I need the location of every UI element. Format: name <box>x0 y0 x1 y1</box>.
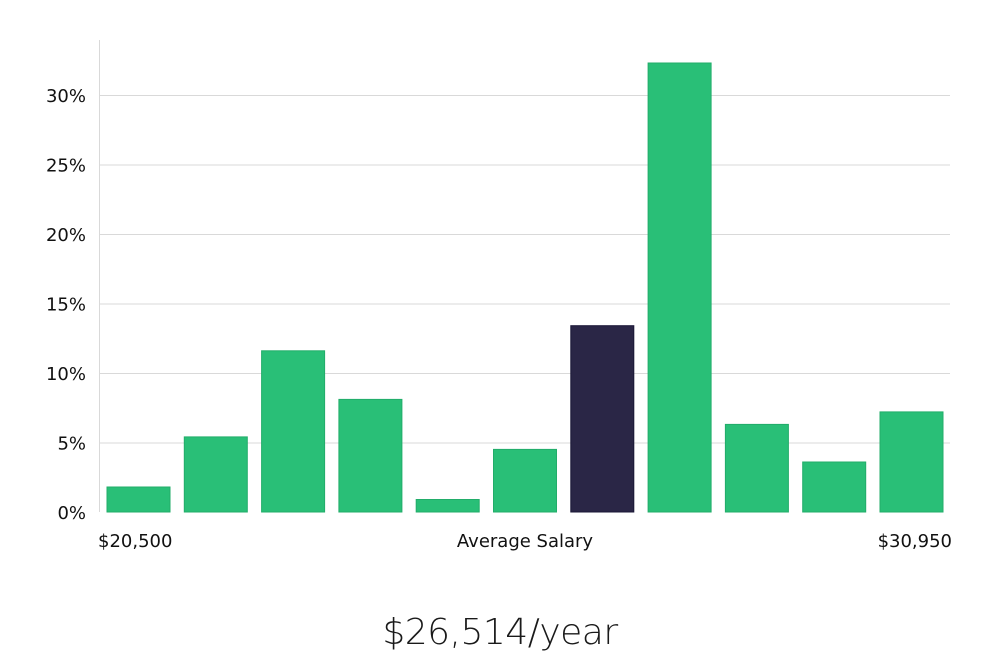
bar <box>493 448 557 513</box>
bar <box>106 486 171 513</box>
bar <box>647 62 712 513</box>
bar <box>802 461 867 513</box>
grid-lines <box>100 95 950 444</box>
bar <box>724 423 789 513</box>
y-tick-label: 5% <box>57 434 86 455</box>
bar <box>338 398 403 513</box>
x-axis-title: Average Salary <box>457 531 594 552</box>
y-tick-label: 25% <box>46 156 86 177</box>
y-axis-tick-labels: 0% 5% 10% 15% 20% 25% 30% <box>46 86 86 524</box>
y-tick-label: 0% <box>57 503 86 524</box>
salary-distribution-chart: 0% 5% 10% 15% 20% 25% 30% $20,500 Average Sala… <box>46 40 952 552</box>
y-tick-label: 15% <box>46 295 86 316</box>
bar <box>183 436 248 513</box>
bar <box>879 411 944 513</box>
bars <box>106 62 944 513</box>
y-tick-label: 20% <box>46 225 86 246</box>
average-salary-headline: $26,514/year <box>382 612 618 653</box>
bar-highlighted <box>570 325 635 513</box>
y-tick-label: 30% <box>46 86 86 107</box>
x-axis-min-label: $20,500 <box>98 531 172 552</box>
bar <box>261 350 326 513</box>
y-tick-label: 10% <box>46 364 86 385</box>
bar <box>415 499 480 513</box>
x-axis-max-label: $30,950 <box>878 531 952 552</box>
